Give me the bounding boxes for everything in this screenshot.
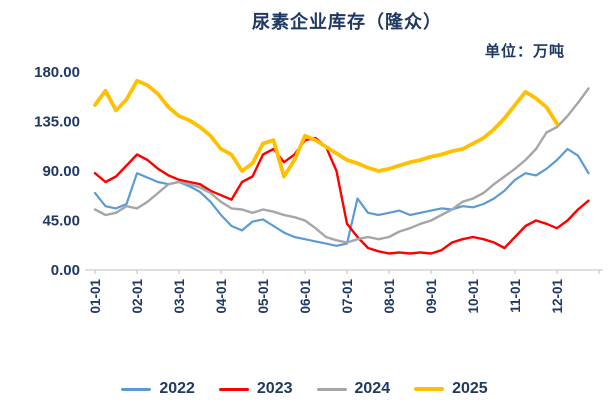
x-axis-label: 01-01 [88,279,103,314]
series-line-2024 [93,87,590,244]
series-line-2023 [93,136,590,255]
x-axis-label: 07-01 [340,279,355,314]
chart-title: 尿素企业库存（隆众） [252,12,442,32]
x-axis-label: 03-01 [172,279,187,314]
x-axis-label: 10-01 [466,279,481,314]
y-axis-label: 90.00 [42,163,80,180]
series-line-2025 [93,78,559,179]
legend-swatch-2025 [414,387,445,391]
x-axis-label: 04-01 [214,279,229,314]
x-axis-label: 09-01 [424,279,439,314]
x-axis-label: 05-01 [256,279,271,314]
legend-item-2025: 2025 [414,380,488,398]
legend-swatch-2022 [121,387,152,391]
legend-label-2022: 2022 [159,380,195,397]
legend-swatch-2024 [316,387,347,391]
unit-label: 单位：万吨 [484,43,565,60]
legend-label-2025: 2025 [452,380,488,397]
y-axis-label: 0.00 [51,262,80,279]
legend-item-2023: 2023 [218,380,293,398]
legend: 2022 2023 2024 2025 [0,380,609,398]
legend-item-2024: 2024 [316,380,391,398]
legend-label-2023: 2023 [256,380,293,397]
legend-swatch-2023 [218,387,249,391]
x-axis-label: 08-01 [382,279,397,314]
x-axis-label: 02-01 [130,279,145,314]
y-axis-label: 180.00 [34,64,80,81]
y-axis-label: 135.00 [34,114,80,131]
legend-item-2022: 2022 [121,380,195,398]
plot-area: 01-01 02-01 03-01 04-01 05-01 06-01 07-01 08-01… [34,64,603,314]
x-axis-label: 11-01 [508,279,523,313]
legend-label-2024: 2024 [354,380,391,397]
x-axis-label: 12-01 [550,279,565,314]
x-axis-label: 06-01 [298,279,313,314]
y-axis-label: 45.00 [42,213,80,230]
